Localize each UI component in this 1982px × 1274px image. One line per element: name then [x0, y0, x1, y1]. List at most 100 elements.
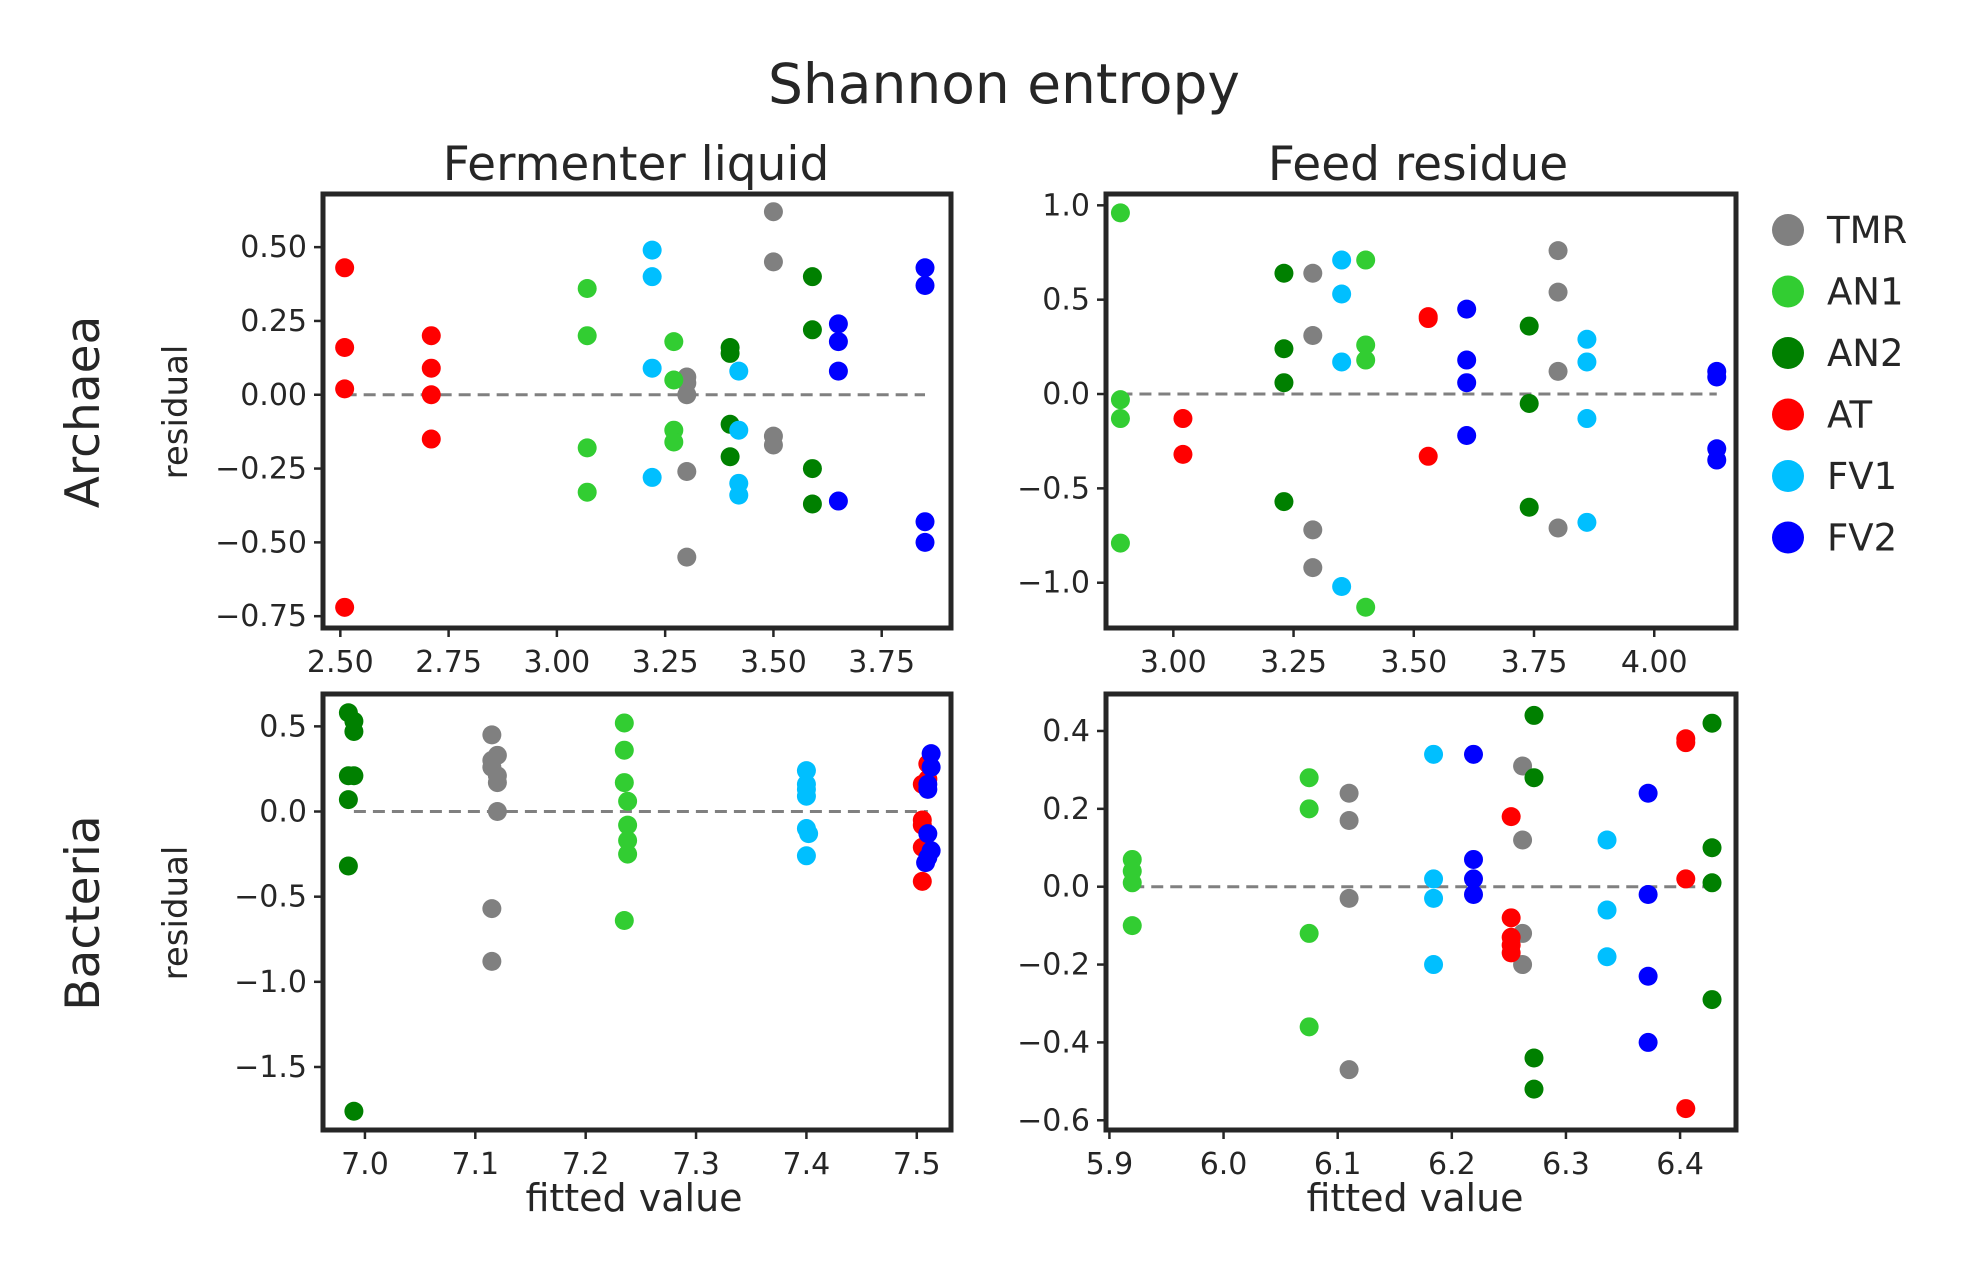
y-axis-label-bacteria: residual — [156, 846, 196, 981]
series-fv1 — [796, 761, 819, 866]
data-point-an2 — [344, 721, 364, 741]
data-point-fv2 — [828, 314, 848, 334]
data-point-tmr — [1548, 282, 1568, 302]
data-point-fv1 — [796, 786, 816, 806]
data-point-tmr — [482, 899, 502, 919]
y-tick-label: −1.0 — [234, 965, 307, 1000]
data-point-fv1 — [1424, 869, 1444, 889]
legend-marker — [1772, 337, 1804, 369]
y-tick-label: 0.50 — [240, 230, 307, 265]
data-point-tmr — [1513, 955, 1533, 975]
data-point-fv2 — [916, 853, 936, 873]
data-point-an2 — [720, 447, 740, 467]
data-point-tmr — [763, 252, 783, 272]
data-point-fv2 — [1464, 849, 1483, 869]
y-tick-label: −0.6 — [1017, 1103, 1090, 1138]
x-tick-label: 7.1 — [451, 1147, 499, 1182]
y-tick-label: 0.5 — [259, 709, 307, 744]
data-point-an1 — [1110, 409, 1130, 429]
data-point-fv1 — [1424, 955, 1444, 975]
data-point-an1 — [577, 278, 597, 298]
data-point-at — [1173, 409, 1193, 429]
data-point-an1 — [614, 911, 634, 931]
data-point-tmr — [677, 385, 697, 405]
data-point-fv2 — [1457, 373, 1477, 393]
data-point-an2 — [802, 459, 822, 479]
data-point-an1 — [1299, 1017, 1319, 1037]
data-point-an1 — [614, 713, 634, 733]
data-point-fv2 — [1638, 966, 1658, 986]
data-point-an1 — [618, 844, 638, 864]
x-tick-label: 7.5 — [893, 1147, 941, 1182]
data-point-at — [1418, 446, 1438, 466]
legend-item-at: AT — [1772, 394, 1872, 437]
series-tmr — [1339, 756, 1533, 1080]
axes-frame — [320, 691, 954, 1133]
axes-frame — [1103, 691, 1739, 1133]
data-point-fv1 — [642, 358, 662, 378]
legend-item-an1: AN1 — [1772, 271, 1904, 314]
data-point-tmr — [1548, 361, 1568, 381]
series-an2 — [1524, 705, 1722, 1099]
data-point-an2 — [344, 1101, 364, 1121]
data-point-an1 — [1299, 768, 1319, 788]
data-point-fv2 — [1457, 426, 1477, 446]
data-point-fv1 — [729, 420, 749, 440]
data-point-at — [1676, 1099, 1696, 1119]
y-tick-label: −1.0 — [1017, 566, 1090, 601]
data-point-an2 — [1519, 497, 1539, 517]
data-point-at — [1501, 943, 1521, 963]
axes-frame — [320, 191, 954, 631]
data-point-an2 — [1519, 316, 1539, 336]
data-point-at — [421, 385, 441, 405]
legend-marker — [1772, 214, 1804, 246]
data-point-tmr — [763, 435, 783, 455]
y-tick-label: −0.5 — [1017, 471, 1090, 506]
legend-item-fv2: FV2 — [1772, 517, 1897, 560]
data-point-an1 — [1122, 873, 1142, 893]
data-point-fv2 — [1457, 350, 1477, 370]
data-point-an1 — [1110, 533, 1130, 553]
data-point-fv2 — [1638, 783, 1658, 803]
data-point-tmr — [482, 725, 502, 745]
row-title-archaea: Archaea — [56, 316, 111, 509]
data-point-an2 — [1274, 492, 1294, 512]
legend-marker — [1772, 521, 1804, 554]
data-point-tmr — [1339, 888, 1359, 908]
data-point-fv2 — [828, 332, 848, 352]
y-tick-label: 0.4 — [1042, 714, 1090, 749]
data-point-fv2 — [915, 258, 935, 278]
data-point-at — [335, 379, 355, 399]
data-point-fv2 — [1464, 884, 1483, 904]
data-point-fv2 — [1464, 744, 1483, 764]
data-point-an1 — [577, 326, 597, 346]
x-tick-label: 6.2 — [1428, 1147, 1476, 1182]
data-point-an2 — [1524, 1048, 1544, 1068]
series-an1 — [1110, 203, 1376, 617]
legend-label: AN2 — [1827, 332, 1904, 375]
x-tick-label: 3.50 — [740, 645, 807, 680]
data-point-at — [1173, 444, 1193, 464]
data-point-at — [1676, 869, 1696, 889]
data-point-an2 — [1524, 1079, 1544, 1099]
data-point-an1 — [664, 332, 684, 352]
x-tick-label: 3.25 — [1260, 645, 1327, 680]
data-point-fv1 — [642, 267, 662, 287]
data-point-at — [335, 258, 355, 278]
series-tmr — [1303, 241, 1568, 578]
data-point-fv1 — [729, 485, 749, 505]
legend-marker — [1772, 398, 1804, 431]
data-point-an2 — [338, 790, 358, 810]
data-point-at — [335, 597, 355, 617]
data-point-an1 — [614, 773, 634, 793]
data-point-an1 — [1122, 916, 1142, 936]
y-axis-label-archaea: residual — [156, 345, 196, 480]
data-point-an1 — [1110, 203, 1130, 223]
data-point-an2 — [1274, 373, 1294, 393]
legend-label: AT — [1827, 394, 1872, 437]
data-point-tmr — [1513, 830, 1533, 850]
y-tick-label: 0.0 — [1042, 377, 1090, 412]
data-point-an2 — [1702, 838, 1722, 858]
x-tick-label: 3.25 — [632, 645, 699, 680]
x-tick-label: 2.50 — [307, 645, 374, 680]
